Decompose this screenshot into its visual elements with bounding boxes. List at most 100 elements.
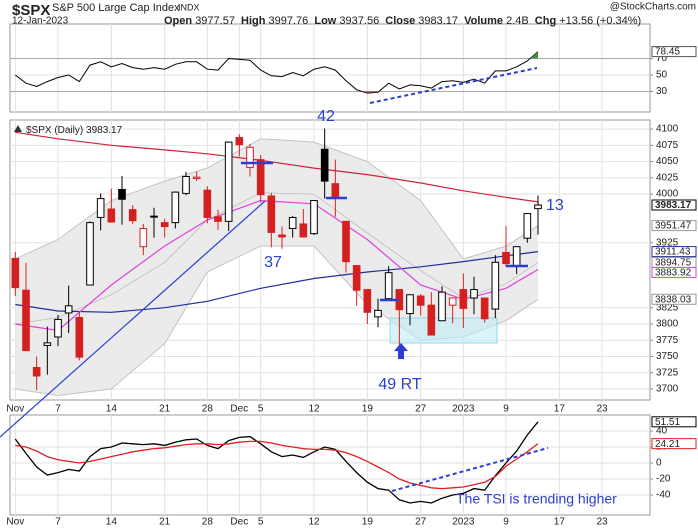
x-tick-label: Dec: [230, 404, 248, 415]
value-box-label: 3883.92: [655, 268, 692, 279]
value-box-label: 3983.17: [655, 200, 692, 211]
candle-body: [64, 305, 73, 314]
x-tick-label: 7: [55, 404, 61, 415]
y-tick-label: 50: [656, 70, 668, 81]
candle-body: [86, 222, 94, 286]
candle-body: [160, 222, 169, 228]
legend-value: 3983.17: [86, 125, 123, 136]
candle-body: [523, 213, 532, 239]
candle-body: [203, 189, 212, 218]
x-tick-label: 14: [106, 404, 118, 415]
x-tick-label: 17: [554, 517, 566, 528]
y-tick-label: 3775: [656, 335, 679, 346]
value-box-label: 3894.75: [655, 258, 692, 269]
consolidation-box: [389, 317, 498, 344]
security-name: S&P 500 Large Cap Index: [52, 2, 180, 14]
candle-body: [534, 204, 542, 210]
candle-body: [214, 216, 222, 222]
candle-body: [384, 272, 393, 300]
x-tick-label: 2023: [452, 517, 475, 528]
candle-body: [246, 146, 254, 168]
y-tick-label: 3750: [656, 351, 679, 362]
moving-average: [15, 131, 539, 203]
candle-body: [278, 234, 286, 238]
y-tick-label: 3725: [656, 367, 679, 378]
y-tick-label: 3925: [656, 237, 679, 248]
x-tick-label: 23: [596, 517, 608, 528]
y-tick-label: -20: [656, 474, 671, 485]
annotation: 42: [317, 108, 335, 125]
trend-line: [0, 200, 266, 438]
symbol: $SPX: [12, 2, 50, 19]
y-tick-label: 0: [656, 458, 662, 469]
x-tick-label: 28: [202, 404, 214, 415]
value-box: [651, 416, 697, 428]
ohlc-line: Open 3977.57 High 3997.76 Low 3937.56 Cl…: [164, 15, 641, 27]
candle-body: [342, 220, 350, 263]
value-box: [651, 246, 697, 258]
value-box-label: 3838.03: [655, 294, 692, 305]
tsi-line: [15, 440, 539, 490]
value-box-label: 78.45: [655, 47, 680, 58]
y-tick-label: 3700: [656, 384, 679, 395]
candle-body: [267, 195, 276, 233]
candle-body: [416, 295, 425, 306]
candle-body: [470, 289, 478, 299]
candle-body: [192, 176, 201, 179]
value-box-label: 24.21: [655, 439, 680, 450]
candle-body: [352, 265, 361, 291]
candle-body: [75, 316, 84, 358]
candle-body: [427, 304, 436, 336]
chart-date: 12-Jan-2023: [12, 16, 69, 27]
y-tick-label: 4050: [656, 156, 679, 167]
value-box: [651, 266, 697, 278]
y-tick-label: 4075: [656, 140, 679, 151]
x-tick-label: 12: [308, 404, 320, 415]
candle-body: [224, 141, 233, 222]
x-tick-label: Dec: [230, 517, 248, 528]
candle-body: [54, 318, 62, 338]
x-tick-label: 19: [362, 517, 374, 528]
open-label: Open: [164, 15, 192, 27]
x-tick-label: 27: [415, 404, 427, 415]
x-tick-label: 5: [258, 517, 264, 528]
y-tick-label: 3825: [656, 302, 679, 313]
candle-body: [459, 289, 468, 309]
x-tick-label: 12: [308, 517, 320, 528]
value-box: [651, 220, 697, 232]
y-tick-label: 40: [656, 426, 668, 437]
volume-label: Volume: [464, 15, 503, 27]
close-value: 3983.17: [418, 15, 458, 27]
value-box: [651, 293, 697, 305]
main-layer: [11, 51, 542, 504]
x-tick-label: 27: [415, 517, 427, 528]
value-box-label: 3911.43: [655, 247, 691, 258]
legend-label: $SPX (Daily): [26, 125, 83, 136]
x-tick-label: Nov: [6, 404, 24, 415]
candle-body: [331, 183, 340, 198]
rsi-line: [14, 51, 539, 94]
x-tick-label: 21: [159, 404, 171, 415]
value-box-label: 51.51: [655, 417, 680, 428]
chg-value: +13.56 (+0.34%): [559, 15, 641, 27]
candle-body: [107, 208, 116, 223]
annotation: The TSI is trending higher: [456, 491, 617, 507]
annotation: 13: [546, 197, 564, 214]
candle-body: [406, 294, 414, 315]
candle-body: [448, 297, 457, 306]
tsi-panel: [9, 414, 651, 516]
candle-body: [310, 200, 318, 235]
candle-body: [139, 227, 148, 248]
candle-body: [480, 297, 489, 320]
value-box-label: 3951.47: [655, 221, 692, 232]
exchange: INDX: [178, 2, 200, 12]
candle-body: [438, 291, 446, 322]
y-tick-label: 3800: [656, 319, 679, 330]
high-value: 3997.76: [269, 15, 309, 27]
candle-body: [374, 309, 382, 318]
close-label: Close: [385, 15, 415, 27]
arrow: [394, 343, 408, 359]
chg-label: Chg: [535, 15, 556, 27]
low-label: Low: [314, 15, 336, 27]
